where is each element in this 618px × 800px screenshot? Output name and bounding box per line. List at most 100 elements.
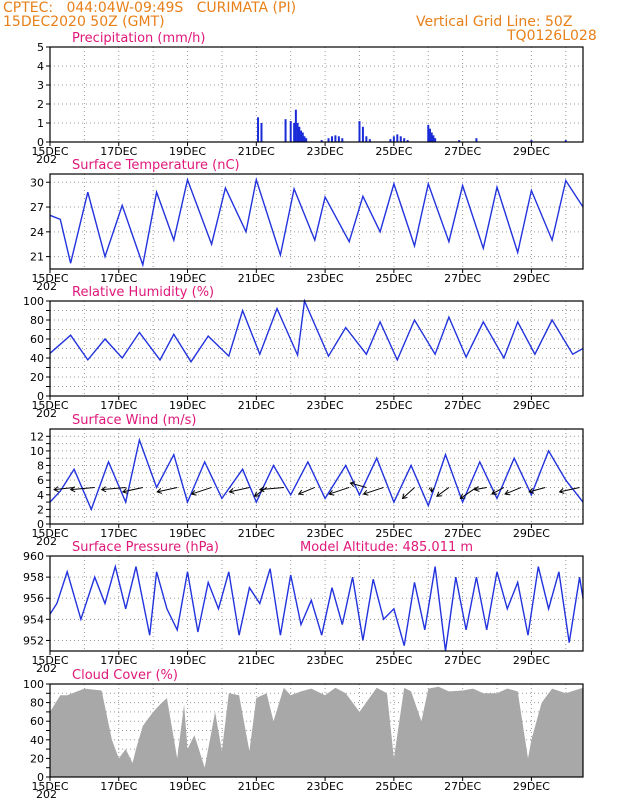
panel-4-ytick-label-3: 958 — [23, 571, 44, 584]
panel-0-bar-20 — [365, 136, 368, 142]
panel-0-xtick-label-7: 29DEC — [513, 145, 550, 158]
panel-3-wind-arrow-21 — [559, 486, 580, 493]
panel-0-bar-29 — [428, 128, 431, 142]
panel-4-year-label: 202 — [36, 662, 57, 675]
panel-3-wind-arrow-17 — [474, 486, 487, 491]
panel-0-xtick-label-6: 27DEC — [444, 145, 481, 158]
panel-0-xtick-label-3: 21DEC — [238, 145, 275, 158]
panel-3-wind-arrowhead-2 — [100, 486, 107, 493]
panel-4-xtick-label-6: 27DEC — [444, 654, 481, 667]
panel-0-bar-17 — [341, 138, 344, 142]
panel-3-frame — [49, 428, 584, 525]
panel-5-ytick-label-0: 0 — [37, 771, 44, 784]
panel-3-wind-arrow-8 — [259, 486, 284, 491]
panel-0-xtick-label-0: 15DEC — [31, 145, 68, 158]
panel-2-ytick-label-0: 0 — [37, 390, 44, 403]
panel-3-xtick-label-5: 25DEC — [375, 527, 412, 540]
panel-3-xtick-label-6: 27DEC — [444, 527, 481, 540]
panel-0-bar-31 — [432, 135, 435, 142]
panel-0-bar-34 — [475, 138, 478, 142]
panel-0-ytick-label-5: 5 — [37, 41, 44, 54]
panel-0-bar-26 — [403, 138, 406, 142]
panel-0-title: Precipitation (mm/h) — [72, 31, 205, 46]
panel-1-ytick-label-0: 21 — [30, 251, 44, 264]
panel-2-ytick-label-5: 100 — [23, 295, 44, 308]
panel-5-title: Cloud Cover (%) — [72, 668, 178, 683]
panel-0-xtick-label-2: 19DEC — [169, 145, 206, 158]
panel-4-annotation: Model Altitude: 485.011 m — [300, 540, 473, 555]
panel-0-bar-11 — [305, 138, 308, 142]
panel-2-xtick-label-4: 23DEC — [307, 399, 344, 412]
panel-1-xtick-label-5: 25DEC — [375, 272, 412, 285]
panel-2-frame — [49, 300, 584, 397]
panel-4-xtick-label-1: 17DEC — [100, 654, 137, 667]
panel-3-ytick-label-6: 12 — [30, 430, 44, 443]
panel-3-wind-arrowhead-5 — [190, 489, 197, 496]
panel-0-bar-6 — [296, 123, 299, 142]
panel-3-wind-arrow-19 — [504, 486, 522, 495]
panel-0-bar-32 — [434, 138, 437, 142]
panel-4-ytick-label-1: 954 — [23, 613, 44, 626]
panel-5-xtick-label-2: 19DEC — [169, 780, 206, 793]
panel-4-xtick-label-4: 23DEC — [307, 654, 344, 667]
panel-2-xtick-label-0: 15DEC — [31, 399, 68, 412]
panel-3-series-line — [49, 437, 584, 512]
panel-3-wind-arrowhead-14 — [428, 487, 435, 493]
panel-1-ytick-label-2: 27 — [30, 201, 44, 214]
panel-0-bar-2 — [284, 119, 287, 142]
panel-0-xtick-label-4: 23DEC — [307, 145, 344, 158]
panel-3-wind-arrow-12 — [363, 486, 384, 495]
panel-0-bar-35 — [530, 140, 533, 142]
panel-0-bar-9 — [301, 132, 304, 142]
panel-3-year-label: 202 — [36, 535, 57, 548]
panel-3-wind-arrowhead-4 — [156, 488, 163, 494]
panel-4-ytick-label-4: 960 — [23, 550, 44, 563]
panel-3-ytick-label-5: 10 — [30, 445, 44, 458]
panel-1-xtick-label-6: 27DEC — [444, 272, 481, 285]
panel-3-wind-arrowhead-7 — [253, 491, 260, 497]
panel-3-ytick-label-3: 6 — [37, 474, 44, 487]
panel-3-wind-arrowhead-10 — [328, 489, 335, 496]
panel-4-xtick-label-5: 25DEC — [375, 654, 412, 667]
panel-0-bar-25 — [399, 136, 402, 142]
panel-2-series-line — [49, 298, 584, 364]
panel-3-wind-arrow-13 — [402, 487, 415, 499]
panel-1-title: Surface Temperature (nC) — [72, 158, 240, 173]
panel-3-xtick-label-1: 17DEC — [100, 527, 137, 540]
panel-1-series-line — [49, 177, 584, 268]
panel-3-xtick-label-7: 29DEC — [513, 527, 550, 540]
panel-3-wind-arrow-9 — [298, 486, 315, 495]
panel-2-xtick-label-1: 17DEC — [100, 399, 137, 412]
panel-5-year-label: 202 — [36, 788, 57, 800]
panel-3-wind-arrow-5 — [191, 486, 212, 495]
header-date-line: 15DEC2020 50Z (GMT) — [3, 14, 165, 30]
header-grid-note: Vertical Grid Line: 50Z — [416, 14, 573, 30]
panel-0-ytick-label-4: 4 — [37, 60, 44, 73]
panel-0-bar-0 — [257, 117, 260, 142]
panel-0-xtick-label-5: 25DEC — [375, 145, 412, 158]
panel-3-wind-arrow-6 — [229, 486, 250, 493]
panel-3-wind-arrow-10 — [329, 486, 350, 495]
panel-3-wind-arrowhead-16 — [459, 493, 466, 500]
panel-0-bar-36 — [564, 140, 567, 142]
panel-0-bar-5 — [294, 109, 297, 142]
panel-0-bar-33 — [458, 140, 461, 142]
panel-0-bar-4 — [293, 123, 296, 142]
panel-1-frame — [49, 173, 584, 270]
panel-1-year-label: 202 — [36, 280, 57, 293]
panel-3-wind-arrowhead-11 — [349, 481, 356, 488]
header-station-line: CPTEC: 044:04W-09:49S CURIMATA (PI) — [3, 0, 297, 16]
panel-3-wind-arrow-11 — [350, 482, 367, 488]
panel-4-frame — [49, 555, 584, 652]
panel-3-xtick-label-2: 19DEC — [169, 527, 206, 540]
panel-2-xtick-label-5: 25DEC — [375, 399, 412, 412]
panel-3-title: Surface Wind (m/s) — [72, 413, 196, 428]
panel-5-ytick-label-4: 80 — [30, 697, 44, 710]
panel-5-xtick-label-5: 25DEC — [375, 780, 412, 793]
panel-3-wind-arrowhead-1 — [69, 486, 76, 493]
panel-3-wind-arrowhead-17 — [473, 485, 480, 492]
panel-3-xtick-label-3: 21DEC — [238, 527, 275, 540]
panel-0-bar-14 — [330, 136, 333, 142]
panel-2-title: Relative Humidity (%) — [72, 285, 214, 300]
